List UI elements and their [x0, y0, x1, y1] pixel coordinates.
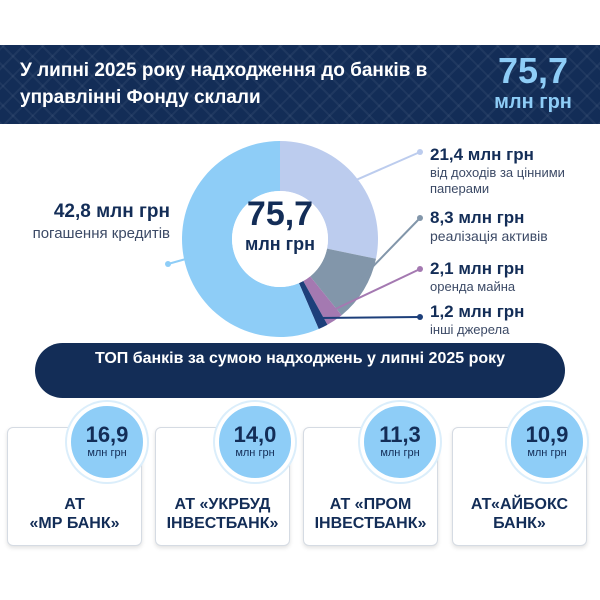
bank-unit-4: млн грн: [527, 447, 567, 459]
leader-dot-securities: [417, 149, 423, 155]
header-banner: У липні 2025 року надходження до банків …: [0, 45, 600, 124]
label-securities-value: 21,4 млн грн: [430, 145, 534, 164]
bank-amount-3: 11,3: [379, 422, 421, 447]
label-securities: 21,4 млн грн від доходів за цінними папе…: [430, 145, 590, 197]
donut-center-unit: млн грн: [245, 234, 315, 254]
label-assets-desc: реалізація активів: [430, 228, 548, 244]
label-other-desc: інші джерела: [430, 322, 510, 337]
donut-hole: [232, 191, 328, 287]
bank-unit-1: млн грн: [87, 447, 127, 459]
label-securities-desc: від доходів за цінними паперами: [430, 165, 565, 196]
donut-slice-loans: [182, 141, 319, 337]
bank-amount-badge-2: 14,0 млн грн: [215, 402, 295, 482]
bank-unit-2: млн грн: [235, 447, 275, 459]
leader-dot-loans: [165, 261, 171, 267]
top-banks-title: ТОП банків за сумою надходжень у липні 2…: [35, 343, 565, 398]
leader-line-assets: [354, 217, 421, 286]
label-rent-desc: оренда майна: [430, 279, 516, 294]
bank-name-1: АТ «МР БАНК»: [29, 496, 120, 532]
bank-amount-2: 14,0: [233, 422, 277, 447]
bank-amount-badge-4: 10,9 млн грн: [507, 402, 587, 482]
label-other: 1,2 млн грн інші джерела: [430, 302, 590, 338]
bank-name-2: АТ «УКРБУД ІНВЕСТБАНК»: [166, 496, 279, 532]
label-assets: 8,3 млн грн реалізація активів: [430, 208, 590, 244]
donut-chart: [165, 141, 423, 337]
label-assets-value: 8,3 млн грн: [430, 208, 525, 227]
header-total: 75,7 млн грн: [478, 50, 588, 114]
label-rent: 2,1 млн грн оренда майна: [430, 259, 590, 295]
leader-dot-assets: [417, 215, 423, 221]
bank-unit-3: млн грн: [380, 447, 420, 459]
label-loans-desc: погашення кредитів: [32, 225, 170, 242]
donut-slice-assets: [310, 248, 376, 316]
header-total-unit: млн грн: [494, 91, 572, 113]
page-title: У липні 2025 року надходження до банків …: [20, 60, 428, 108]
label-other-value: 1,2 млн грн: [430, 302, 525, 321]
bank-name-3: АТ «ПРОМ ІНВЕСТБАНК»: [314, 496, 427, 532]
label-loans-value: 42,8 млн грн: [53, 201, 170, 222]
donut-center-value: 75,7: [246, 195, 314, 233]
header-total-value: 75,7: [497, 50, 569, 91]
label-loans: 42,8 млн грн погашення кредитів: [20, 200, 170, 244]
label-rent-value: 2,1 млн грн: [430, 259, 525, 278]
bank-amount-badge-1: 16,9 млн грн: [67, 402, 147, 482]
leader-line-loans: [167, 255, 195, 265]
leader-line-other: [318, 316, 421, 320]
bank-amount-4: 10,9: [525, 422, 569, 447]
bank-amount-1: 16,9: [85, 422, 129, 447]
leader-dot-other: [417, 314, 423, 320]
bank-name-4: АТ«АЙБОКС БАНК»: [470, 496, 569, 532]
leader-dot-rent: [417, 266, 423, 272]
bank-amount-badge-3: 11,3 млн грн: [360, 402, 440, 482]
leader-line-rent: [328, 268, 421, 313]
donut-slice-securities: [280, 141, 379, 259]
donut-slice-rent: [303, 276, 342, 325]
leader-line-securities: [347, 151, 421, 185]
donut-center-label: 75,7 млн грн: [220, 195, 340, 255]
